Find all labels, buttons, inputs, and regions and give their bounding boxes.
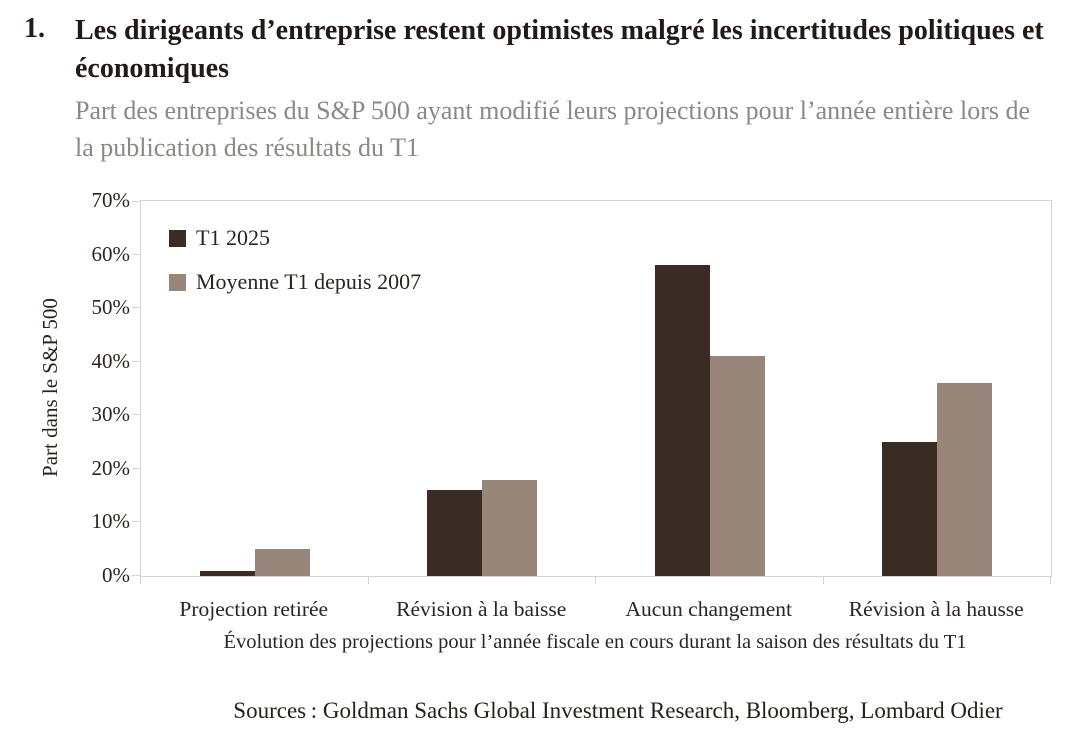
- x-axis-label: Évolution des projections pour l’année f…: [223, 631, 967, 653]
- plot-area: T1 2025 Moyenne T1 depuis 2007: [132, 200, 1052, 584]
- chart-subtitle: Part des entreprises du S&P 500 ayant mo…: [75, 96, 1031, 162]
- y-tick-mark: [132, 201, 141, 202]
- bar-series1-0: [199, 570, 255, 576]
- page-title: Les dirigeants d’entreprise restent opti…: [75, 15, 1044, 84]
- x-tick-mark: [822, 576, 824, 584]
- y-tick-mark: [132, 521, 141, 523]
- legend: T1 2025 Moyenne T1 depuis 2007: [169, 225, 421, 295]
- legend-label: Moyenne T1 depuis 2007: [196, 269, 422, 294]
- category-label-3: Révision à la hausse: [848, 597, 1024, 621]
- y-tick-label: 70%: [91, 188, 131, 212]
- bar-series2-0: [254, 549, 310, 576]
- bar-series2-2: [709, 356, 765, 576]
- legend-label: T1 2025: [196, 225, 270, 250]
- bar-series1-2: [654, 265, 710, 576]
- category-label-2: Aucun changement: [625, 597, 793, 621]
- y-tick-mark: [132, 307, 141, 309]
- y-tick-label: 20%: [91, 455, 131, 480]
- bar-group-2: [596, 201, 824, 576]
- legend-item-series2: Moyenne T1 depuis 2007: [169, 269, 421, 295]
- bar-group-0: [141, 201, 369, 576]
- y-tick-labels: 0% 10% 20% 30% 40% 50% 60% 70%: [0, 188, 131, 587]
- y-tick-mark: [132, 467, 141, 469]
- bar-series2-1: [482, 479, 538, 576]
- bar-group-1: [369, 201, 597, 576]
- legend-swatch-icon: [169, 273, 186, 291]
- y-tick-label: 30%: [91, 402, 131, 427]
- bars: [141, 201, 1051, 576]
- bar-group-3: [824, 201, 1052, 576]
- bar-series1-1: [427, 490, 483, 576]
- y-tick-label: 0%: [102, 563, 130, 587]
- x-tick-mark: [1050, 576, 1051, 584]
- legend-item-series1: T1 2025: [169, 225, 421, 251]
- x-tick-mark: [595, 576, 596, 584]
- y-tick-label: 10%: [91, 509, 131, 534]
- bar-series1-3: [882, 442, 938, 576]
- x-tick-mark: [367, 576, 369, 584]
- y-tick-label: 40%: [91, 348, 131, 373]
- y-tick-mark: [132, 360, 141, 362]
- y-tick-mark: [132, 575, 141, 576]
- y-tick-mark: [132, 253, 141, 255]
- y-tick-label: 60%: [91, 241, 131, 266]
- legend-swatch-icon: [169, 229, 186, 247]
- sources-line: Sources : Goldman Sachs Global Investmen…: [233, 698, 1003, 723]
- category-label-0: Projection retirée: [179, 597, 329, 621]
- bar-series2-3: [937, 383, 993, 576]
- category-labels: Projection retirée Révision à la baisse Au…: [140, 597, 1050, 622]
- x-tick-mark: [140, 576, 141, 584]
- figure-number: 1.: [24, 13, 45, 44]
- category-label-1: Révision à la baisse: [396, 597, 567, 621]
- y-tick-label: 50%: [91, 295, 131, 320]
- y-tick-mark: [132, 414, 141, 416]
